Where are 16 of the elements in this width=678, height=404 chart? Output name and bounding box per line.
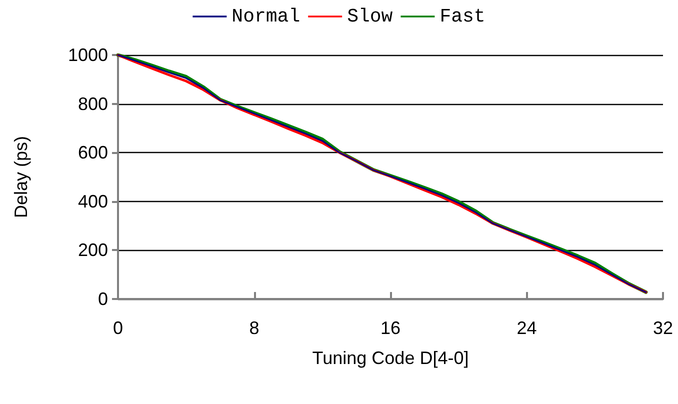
y-axis-title: Delay (ps) xyxy=(11,136,31,218)
y-tick-label: 0 xyxy=(98,289,108,309)
legend-label: Fast xyxy=(440,6,486,28)
x-tick-label: 24 xyxy=(516,318,537,338)
x-tick-label: 16 xyxy=(380,318,401,338)
legend-label: Normal xyxy=(232,6,300,28)
x-tick-label: 0 xyxy=(112,318,124,338)
y-tick-label: 400 xyxy=(78,191,108,212)
x-tick-label: 8 xyxy=(249,318,260,338)
legend-label: Slow xyxy=(347,6,394,28)
x-axis-title: Tuning Code D[4-0] xyxy=(312,348,469,368)
y-tick-label: 200 xyxy=(78,240,108,260)
y-tick-label: 600 xyxy=(78,142,108,163)
y-tick-label: 1000 xyxy=(68,45,108,65)
x-tick-label: 32 xyxy=(652,318,674,338)
y-tick-label: 800 xyxy=(78,94,108,114)
